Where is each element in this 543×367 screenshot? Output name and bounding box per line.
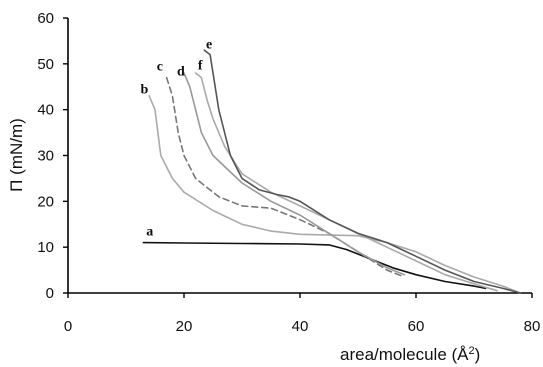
- series-line-f: [194, 72, 499, 292]
- axes: [67, 18, 532, 294]
- y-tick-label: 30: [37, 148, 54, 165]
- series-line-e: [203, 49, 522, 294]
- x-tick-label: 40: [292, 318, 309, 335]
- curve-label-c: c: [157, 60, 163, 75]
- y-ticks: 0 10 20 30 40 50 60: [37, 10, 68, 302]
- y-tick-label: 60: [37, 10, 54, 27]
- y-tick-label: 10: [37, 239, 54, 256]
- x-tick-label: 0: [64, 318, 72, 335]
- curve-label-b: b: [141, 83, 149, 98]
- curve-label-f: f: [198, 58, 203, 73]
- series-line-d: [183, 72, 406, 276]
- series-line-c: [165, 76, 406, 278]
- curve-label-e: e: [206, 38, 212, 53]
- series-line-b: [148, 95, 522, 294]
- series-line-a: [142, 241, 487, 290]
- curve-label-a: a: [146, 225, 153, 240]
- x-tick-label: 60: [408, 318, 425, 335]
- x-ticks: 0 20 40 60 80: [64, 293, 541, 335]
- y-tick-label: 40: [37, 102, 54, 119]
- series-layer: [142, 49, 522, 294]
- y-tick-label: 50: [37, 56, 54, 73]
- curve-labels: a bc d fe: [141, 38, 213, 240]
- x-tick-label: 80: [524, 318, 541, 335]
- y-tick-label: 20: [37, 193, 54, 210]
- y-tick-label: 0: [46, 285, 54, 302]
- x-axis-title: area/molecule (Å2): [340, 345, 480, 364]
- x-tick-label: 20: [176, 318, 193, 335]
- curve-label-d: d: [177, 64, 185, 79]
- y-axis-title: Π (mN/m): [7, 118, 26, 192]
